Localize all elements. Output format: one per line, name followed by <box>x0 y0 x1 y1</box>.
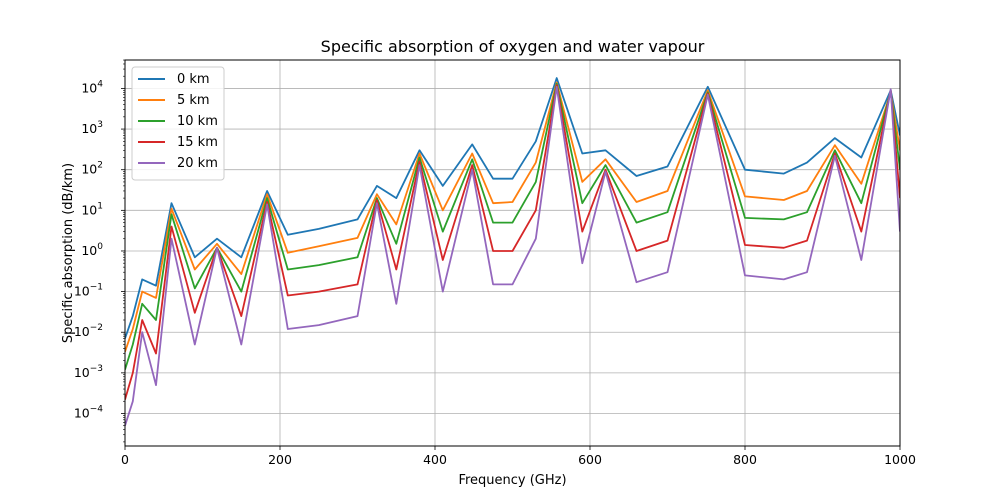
chart-title: Specific absorption of oxygen and water … <box>321 37 705 56</box>
legend-box <box>131 66 225 181</box>
x-tick-label: 600 <box>578 452 602 467</box>
x-axis-label: Frequency (GHz) <box>458 473 566 488</box>
x-tick-label: 0 <box>121 452 129 467</box>
legend-label: 0 km <box>177 72 210 87</box>
y-tick-label: 10−1 <box>74 283 103 299</box>
series-line-10-km <box>125 82 900 370</box>
y-tick-label: 102 <box>81 161 103 177</box>
legend: 0 km 5 km 10 km 15 km 20 km <box>131 66 225 181</box>
legend-label: 15 km <box>177 135 218 150</box>
series-layer <box>125 77 900 426</box>
ticks: 0 200 400 600 800 1000 10−4 10−3 10−2 10−1 100 101 1… <box>74 59 916 467</box>
y-axis-label: Specific absorption (dB/km) <box>61 163 76 343</box>
series-line-15-km <box>125 84 900 400</box>
x-tick-label: 1000 <box>884 452 916 467</box>
y-tick-label: 101 <box>81 201 103 217</box>
y-tick-label: 103 <box>81 120 103 136</box>
x-tick-label: 200 <box>268 452 292 467</box>
y-tick-label: 10−3 <box>74 364 103 380</box>
legend-label: 10 km <box>177 114 218 129</box>
legend-label: 5 km <box>177 93 210 108</box>
x-tick-label: 800 <box>733 452 757 467</box>
y-tick-label: 104 <box>81 79 103 95</box>
series-line-20-km <box>125 85 900 426</box>
y-tick-label: 10−4 <box>74 404 103 420</box>
y-tick-label: 100 <box>81 242 103 258</box>
series-line-5-km <box>125 81 900 353</box>
legend-label: 20 km <box>177 156 218 171</box>
y-tick-label: 10−2 <box>74 323 103 339</box>
series-line-0-km <box>125 77 900 339</box>
x-tick-label: 400 <box>423 452 447 467</box>
